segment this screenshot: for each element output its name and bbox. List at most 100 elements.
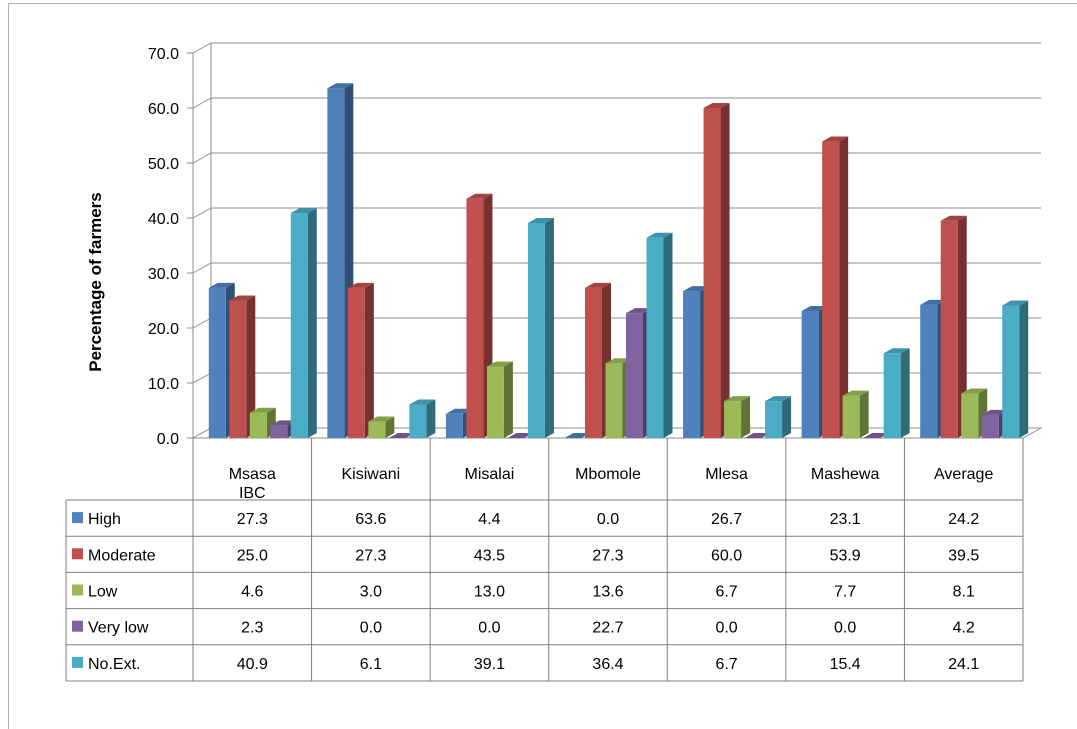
bar-no-ext--6-side	[900, 348, 910, 438]
bar-high-1	[208, 287, 226, 438]
bar-high-5-top	[683, 286, 710, 292]
bar-low-1	[249, 412, 267, 438]
bar-moderate-7-side	[957, 215, 967, 438]
data-label: 0.0	[597, 511, 619, 528]
bar-low-3	[486, 366, 504, 438]
data-label: 63.6	[355, 511, 386, 528]
bar-moderate-5-side	[720, 103, 730, 438]
bar-no-ext--5	[765, 401, 783, 438]
bar-high-5	[683, 291, 701, 438]
gridline-side	[192, 152, 212, 164]
data-label: 6.7	[715, 656, 737, 673]
bar-moderate-4	[585, 287, 602, 438]
bar-moderate-6	[822, 141, 840, 439]
data-label: 27.3	[355, 547, 386, 564]
bar-no-ext--3-top	[527, 217, 554, 223]
y-tick-label: 70.0	[148, 46, 179, 63]
gridline-side	[192, 262, 212, 274]
bar-low-4	[605, 363, 623, 438]
bar-low-6-top	[842, 390, 869, 396]
data-label: 24.2	[948, 511, 979, 528]
bar-low-7	[961, 393, 979, 438]
bar-moderate-7-top	[940, 215, 967, 221]
bar-moderate-3-top	[466, 193, 493, 199]
x-tick-label: Kisiwani	[342, 466, 401, 483]
y-tick-label: 60.0	[148, 101, 179, 118]
bar-very-low-3-top	[507, 433, 534, 438]
y-tick-label: 40.0	[148, 211, 179, 228]
y-tick-label: 50.0	[148, 156, 179, 173]
data-label: 26.7	[711, 511, 742, 528]
data-label: 22.7	[592, 620, 623, 637]
bar-low-5	[724, 401, 742, 438]
data-label: 60.0	[711, 547, 742, 564]
bar-no-ext--1	[290, 213, 308, 438]
bar-very-low-2-top	[388, 433, 415, 438]
chart-area	[8, 3, 1077, 729]
bar-no-ext--1-top	[290, 208, 317, 214]
bar-very-low-1-top	[270, 420, 297, 426]
x-tick-label: Mashewa	[811, 466, 880, 483]
bar-low-2	[368, 421, 386, 438]
bar-low-5-side	[741, 396, 751, 438]
bar-no-ext--2-side	[426, 399, 436, 438]
bar-low-7-top	[961, 388, 988, 394]
y-tick-label: 10.0	[148, 376, 179, 393]
bar-moderate-5-top	[703, 103, 730, 108]
bar-no-ext--2-top	[409, 399, 436, 405]
bar-no-ext--7-top	[1002, 300, 1029, 306]
data-label: 15.4	[830, 656, 861, 673]
bar-low-4-top	[605, 358, 632, 364]
bar-no-ext--4-side	[663, 232, 673, 438]
legend-swatch	[72, 620, 83, 632]
gridline-side	[192, 372, 212, 384]
bar-very-low-1	[270, 425, 288, 438]
bar-moderate-6-top	[822, 136, 849, 142]
bar-no-ext--5-side	[782, 396, 792, 438]
bar-moderate-7	[940, 220, 958, 438]
legend-label: Moderate	[88, 547, 156, 564]
bar-low-2-side	[385, 416, 395, 438]
bar-low-6	[842, 395, 860, 438]
data-label: 4.6	[241, 584, 263, 601]
bar-no-ext--7-side	[1019, 300, 1029, 438]
bar-moderate-5	[703, 108, 721, 438]
bar-no-ext--4-top	[646, 232, 673, 238]
x-tick-label: Msasa IBC	[229, 466, 276, 502]
data-label: 40.9	[237, 656, 268, 673]
gridline-side	[192, 317, 212, 329]
bar-moderate-2-top	[347, 282, 374, 288]
legend-label: High	[88, 511, 121, 528]
bar-high-2-top	[327, 83, 354, 89]
bar-high-6	[801, 310, 819, 438]
legend-label: No.Ext.	[88, 656, 140, 673]
data-label: 4.2	[953, 620, 975, 637]
bar-high-6-top	[801, 305, 828, 311]
bar-high-1-top	[208, 282, 235, 288]
legend-swatch	[72, 548, 83, 560]
x-tick-label: Average	[934, 466, 993, 483]
bar-high-7-top	[920, 299, 947, 305]
bar-low-2-top	[368, 416, 395, 422]
gridline-side	[192, 42, 212, 54]
bar-very-low-4	[626, 313, 643, 438]
x-tick-label: Mlesa	[705, 466, 748, 483]
data-label: 39.5	[948, 547, 979, 564]
bar-moderate-2	[347, 287, 365, 438]
bar-moderate-1-side	[246, 295, 256, 438]
bar-moderate-6-side	[839, 136, 849, 439]
bar-moderate-3	[466, 198, 484, 438]
data-label: 2.3	[241, 620, 263, 637]
bar-no-ext--2	[409, 404, 427, 438]
data-label: 27.3	[592, 547, 623, 564]
legend-swatch	[72, 584, 83, 596]
bar-very-low-7-top	[981, 409, 1008, 415]
data-label: 0.0	[715, 620, 737, 637]
y-tick-label: 30.0	[148, 266, 179, 283]
data-label: 7.7	[834, 584, 856, 601]
legend-swatch	[72, 512, 83, 524]
bar-low-3-side	[503, 361, 513, 438]
data-label: 13.6	[592, 584, 623, 601]
bar-no-ext--3-side	[544, 217, 554, 438]
